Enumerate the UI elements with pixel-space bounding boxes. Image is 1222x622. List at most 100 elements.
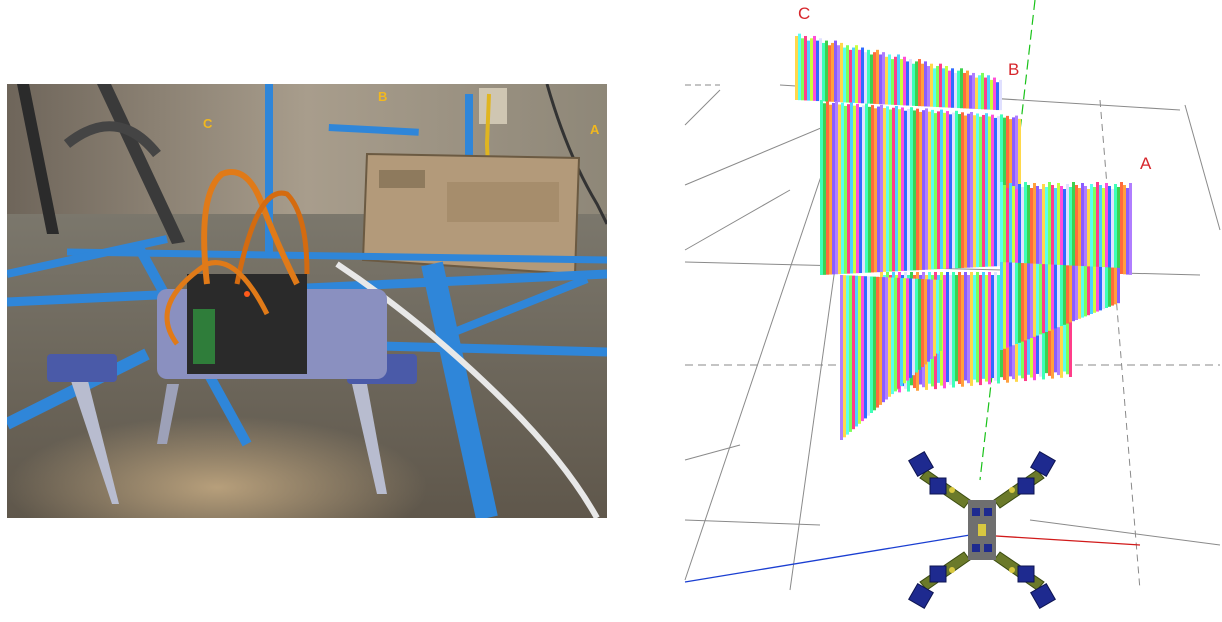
scan-strip [858, 275, 861, 424]
scan-strip [1039, 263, 1042, 335]
scan-strip [837, 45, 840, 103]
scan-strip [1024, 182, 1027, 265]
scan-strip [1072, 182, 1075, 270]
scan-strip [973, 275, 976, 380]
scan-strip [873, 276, 876, 411]
scan-strip [925, 108, 928, 270]
scan-strip [1033, 183, 1036, 266]
scan-strip [927, 66, 930, 107]
scan-strip [898, 109, 901, 272]
scan-render-image [684, 0, 1221, 609]
scan-strip [946, 272, 949, 383]
scan-strip [922, 110, 925, 270]
scan-strip [988, 272, 991, 385]
scan-strip [955, 110, 958, 269]
scan-strip [982, 114, 985, 267]
scan-strip [822, 42, 825, 102]
scan-strip [1063, 189, 1066, 269]
scan-strip [883, 108, 886, 272]
scan-strip [1075, 265, 1078, 320]
scan-strip [949, 114, 952, 269]
hexapod-robot [47, 169, 417, 504]
scan-strip [930, 279, 933, 359]
scan-strip [855, 45, 858, 103]
scan-strip [955, 275, 958, 382]
scan-strip [970, 112, 973, 268]
scan-strip [909, 278, 912, 378]
scan-strip [795, 36, 798, 100]
scan-strip [807, 40, 810, 101]
scan-strip [1114, 184, 1117, 274]
scan-strip [871, 105, 874, 273]
render-label-a: A [1140, 154, 1152, 173]
scan-strip [967, 275, 970, 384]
scan-strip [1081, 183, 1084, 271]
scan-strip [1003, 185, 1006, 263]
scan-strip [1090, 184, 1093, 271]
scan-strip [1021, 263, 1024, 342]
scan-strip [1051, 264, 1054, 330]
scan-strip [1072, 265, 1075, 322]
scan-strip [1129, 183, 1132, 275]
scan-strip [984, 77, 987, 110]
scan-strip [882, 52, 885, 105]
scan-strip [855, 275, 858, 427]
scan-strip [991, 275, 994, 379]
scan-render: C B A [680, 0, 1222, 617]
scan-strip [888, 54, 891, 105]
scan-strip [937, 111, 940, 270]
scan-strip [961, 275, 964, 387]
scan-strip [915, 61, 918, 106]
scan-strip [1000, 182, 1003, 262]
scan-strip [861, 47, 864, 104]
scan-strip [877, 106, 880, 273]
photo-label-a: A [590, 122, 600, 137]
photo-label-b: B [378, 89, 388, 104]
scan-strip [954, 72, 957, 108]
scan-strip [1048, 182, 1051, 267]
scan-strip [945, 66, 948, 108]
scan-strip [964, 272, 967, 381]
scan-strip [1111, 267, 1114, 306]
scan-strip [952, 112, 955, 269]
scan-strip [1054, 188, 1057, 268]
scan-strip [870, 54, 873, 104]
scan-strip [921, 63, 924, 107]
scan-strip [861, 276, 864, 422]
scan-strip [1009, 183, 1012, 263]
scan-strip [933, 68, 936, 107]
scan-strip [804, 35, 807, 101]
scan-strip [1021, 187, 1024, 265]
scan-strip [957, 70, 960, 109]
scan-strip [942, 68, 945, 108]
scan-strip [820, 100, 823, 275]
scan-strip [901, 107, 904, 271]
scan-strip [895, 106, 898, 272]
scan-strip [975, 77, 978, 109]
scan-strip [859, 107, 862, 274]
scan-strip [999, 79, 1002, 111]
scan-strip [913, 110, 916, 271]
scan-strip [864, 276, 867, 419]
scan-strip [903, 56, 906, 106]
scan-strip [870, 276, 873, 413]
scan-strip [930, 63, 933, 107]
scan-strip [1039, 189, 1042, 266]
scan-strip [1003, 262, 1006, 349]
scan-strip [921, 279, 924, 368]
scan-strip [865, 103, 868, 273]
scan-strip [1054, 264, 1057, 329]
scan-strip [1087, 189, 1090, 271]
scan-strip [886, 106, 889, 272]
scan-strip [936, 279, 939, 354]
scan-strip [919, 111, 922, 271]
scan-strip [966, 70, 969, 109]
scan-strip [1081, 266, 1084, 318]
scan-strip [1084, 186, 1087, 271]
scan-strip [885, 277, 888, 400]
scan-strip [891, 59, 894, 105]
scan-strip [882, 277, 885, 403]
scan-strip [852, 47, 855, 103]
photo-label-c: C [203, 116, 213, 131]
scan-strip [1069, 275, 1072, 377]
